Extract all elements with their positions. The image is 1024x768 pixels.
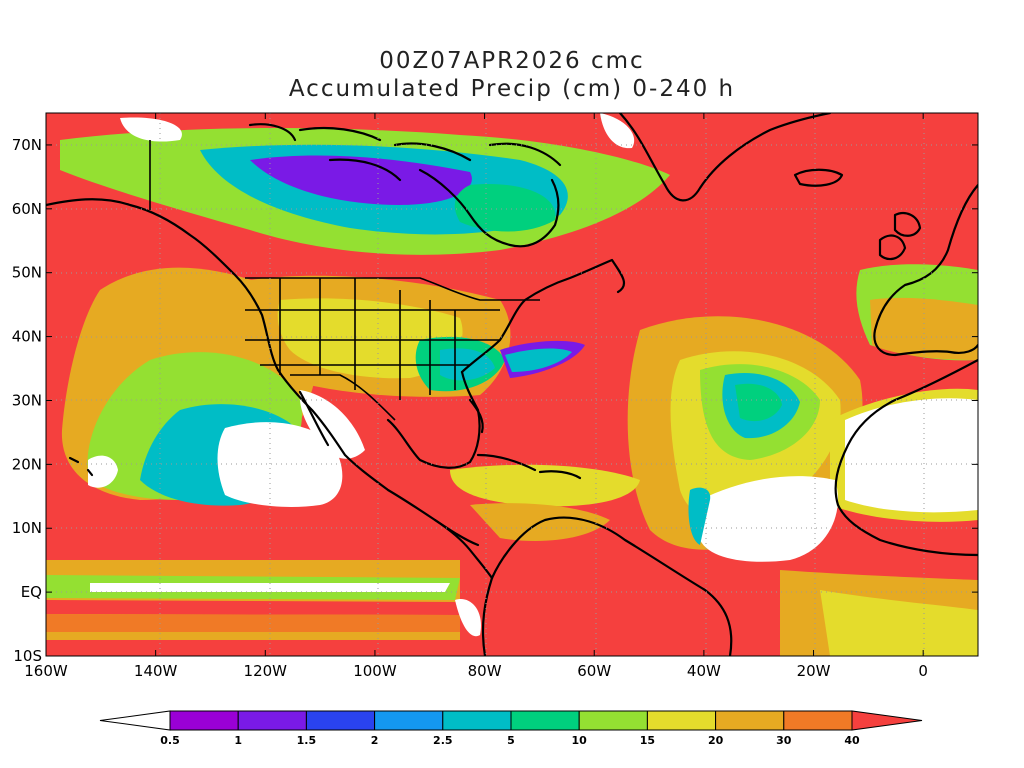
map-title-line1: 00Z07APR2026 cmc — [379, 48, 645, 74]
colorbar-box — [305, 710, 376, 731]
colorbar-arrow-left — [99, 710, 171, 731]
boundary-us-canada — [245, 277, 540, 301]
precip-region-caribbean-yellow — [450, 464, 640, 507]
precip-field — [46, 113, 978, 656]
colorbar-arrow-right — [851, 710, 923, 731]
colorbar-label: 1 — [234, 734, 242, 747]
colorbar-box — [783, 710, 853, 731]
precip-region-sahara-dry — [845, 398, 978, 513]
y-tick-label: 60N — [12, 200, 42, 218]
map-frame — [45, 112, 979, 657]
boundary-us-mexico — [290, 374, 396, 421]
precip-region-cape-verde-dry — [700, 476, 838, 562]
precip-region-baja-dry — [299, 390, 365, 459]
x-tick-label: 80W — [468, 662, 502, 680]
colorbar-box — [578, 710, 648, 731]
precip-region-eq-pacific-band-red — [46, 600, 460, 615]
y-tick-label: 30N — [12, 391, 42, 409]
precip-region-midatlantic-cyan — [505, 348, 572, 372]
coastline-florida — [468, 398, 484, 434]
coastline-greenland — [618, 113, 832, 202]
x-tick-label: 140W — [134, 662, 178, 680]
x-tick-label: 60W — [577, 662, 611, 680]
precip-region-eq-pacific-band-orange2 — [46, 614, 460, 632]
coastline-alaska — [46, 198, 280, 372]
colorbar-label: 2.5 — [433, 734, 453, 747]
colorbar-box — [374, 710, 444, 731]
boundary-states — [245, 278, 500, 400]
colorbar-box — [715, 710, 785, 731]
coastline-gulf — [386, 370, 481, 469]
colorbar-label: 10 — [572, 734, 588, 747]
precip-region-pacific-dry — [217, 422, 343, 507]
colorbar-box — [442, 710, 512, 731]
gridlines — [46, 113, 978, 656]
coastline-iceland — [793, 168, 844, 187]
coastline-south-america — [490, 516, 733, 656]
colorbar-label: 30 — [776, 734, 792, 747]
colorbar-label: 5 — [507, 734, 515, 747]
colorbar-label: 40 — [844, 734, 860, 747]
coastline-africa — [834, 358, 978, 557]
precip-region-atlantic-green-core — [735, 383, 782, 422]
precip-region-cape-verde-cyan — [688, 487, 711, 545]
y-tick-label: 40N — [12, 328, 42, 346]
x-tick-label: 0 — [918, 662, 928, 680]
y-tick-label: 10S — [13, 647, 42, 665]
x-tick-label: 100W — [353, 662, 397, 680]
y-tick-label: 70N — [12, 136, 42, 154]
colorbar-label: 0.5 — [160, 734, 180, 747]
coastline-hispaniola — [538, 470, 582, 480]
y-tick-label: 50N — [12, 264, 42, 282]
x-tick-label: 160W — [24, 662, 68, 680]
map-title-line2: Accumulated Precip (cm) 0-240 h — [288, 76, 736, 102]
x-tick-label: 40W — [687, 662, 721, 680]
precip-region-eq-pacific-band-dry — [90, 583, 450, 592]
colorbar-label: 15 — [640, 734, 655, 747]
coastline-baja — [298, 390, 330, 447]
precip-region-peru-dry — [455, 599, 481, 637]
coastline-british-isles — [878, 211, 922, 261]
political-boundaries — [149, 140, 540, 421]
x-tick-label: 20W — [797, 662, 831, 680]
colorbar-box — [510, 710, 580, 731]
coastline-europe — [873, 183, 978, 357]
coastline-south-america-west — [481, 576, 494, 656]
colorbar: 0.5 1 1.5 2 2.5 5 10 15 20 30 40 — [99, 710, 923, 747]
coastline-hawaii — [68, 456, 94, 477]
colorbar-label: 20 — [708, 734, 724, 747]
y-tick-label: 20N — [12, 455, 42, 473]
precip-region-hudson-dry — [120, 117, 182, 142]
y-tick-label: EQ — [21, 583, 42, 601]
precip-region-greenland-tip-dry — [600, 113, 635, 149]
colorbar-box — [169, 710, 239, 731]
colorbar-box — [646, 710, 717, 731]
colorbar-label: 1.5 — [297, 734, 317, 747]
colorbar-label: 2 — [371, 734, 379, 747]
coastline-central-america — [433, 518, 494, 580]
precip-region-south-atlantic-yellow — [820, 590, 978, 656]
coastlines — [46, 113, 978, 656]
coastline-cuba — [476, 453, 537, 472]
y-tick-label: 10N — [12, 519, 42, 537]
x-axis: 160W 140W 120W 100W 80W 60W 40W 20W 0 — [24, 113, 928, 680]
coastline-arctic-islands — [248, 123, 562, 182]
colorbar-box — [237, 710, 307, 731]
coastline-hudson — [418, 168, 560, 248]
y-axis: 70N 60N 50N 40N 30N 20N 10N EQ 10S — [12, 136, 978, 665]
x-tick-label: 120W — [244, 662, 288, 680]
precip-region-pacific-dry-west — [88, 455, 118, 488]
precip-region-arctic-purple — [250, 155, 472, 205]
precip-region-arctic-green — [454, 184, 556, 232]
coastline-us-east — [460, 258, 626, 374]
